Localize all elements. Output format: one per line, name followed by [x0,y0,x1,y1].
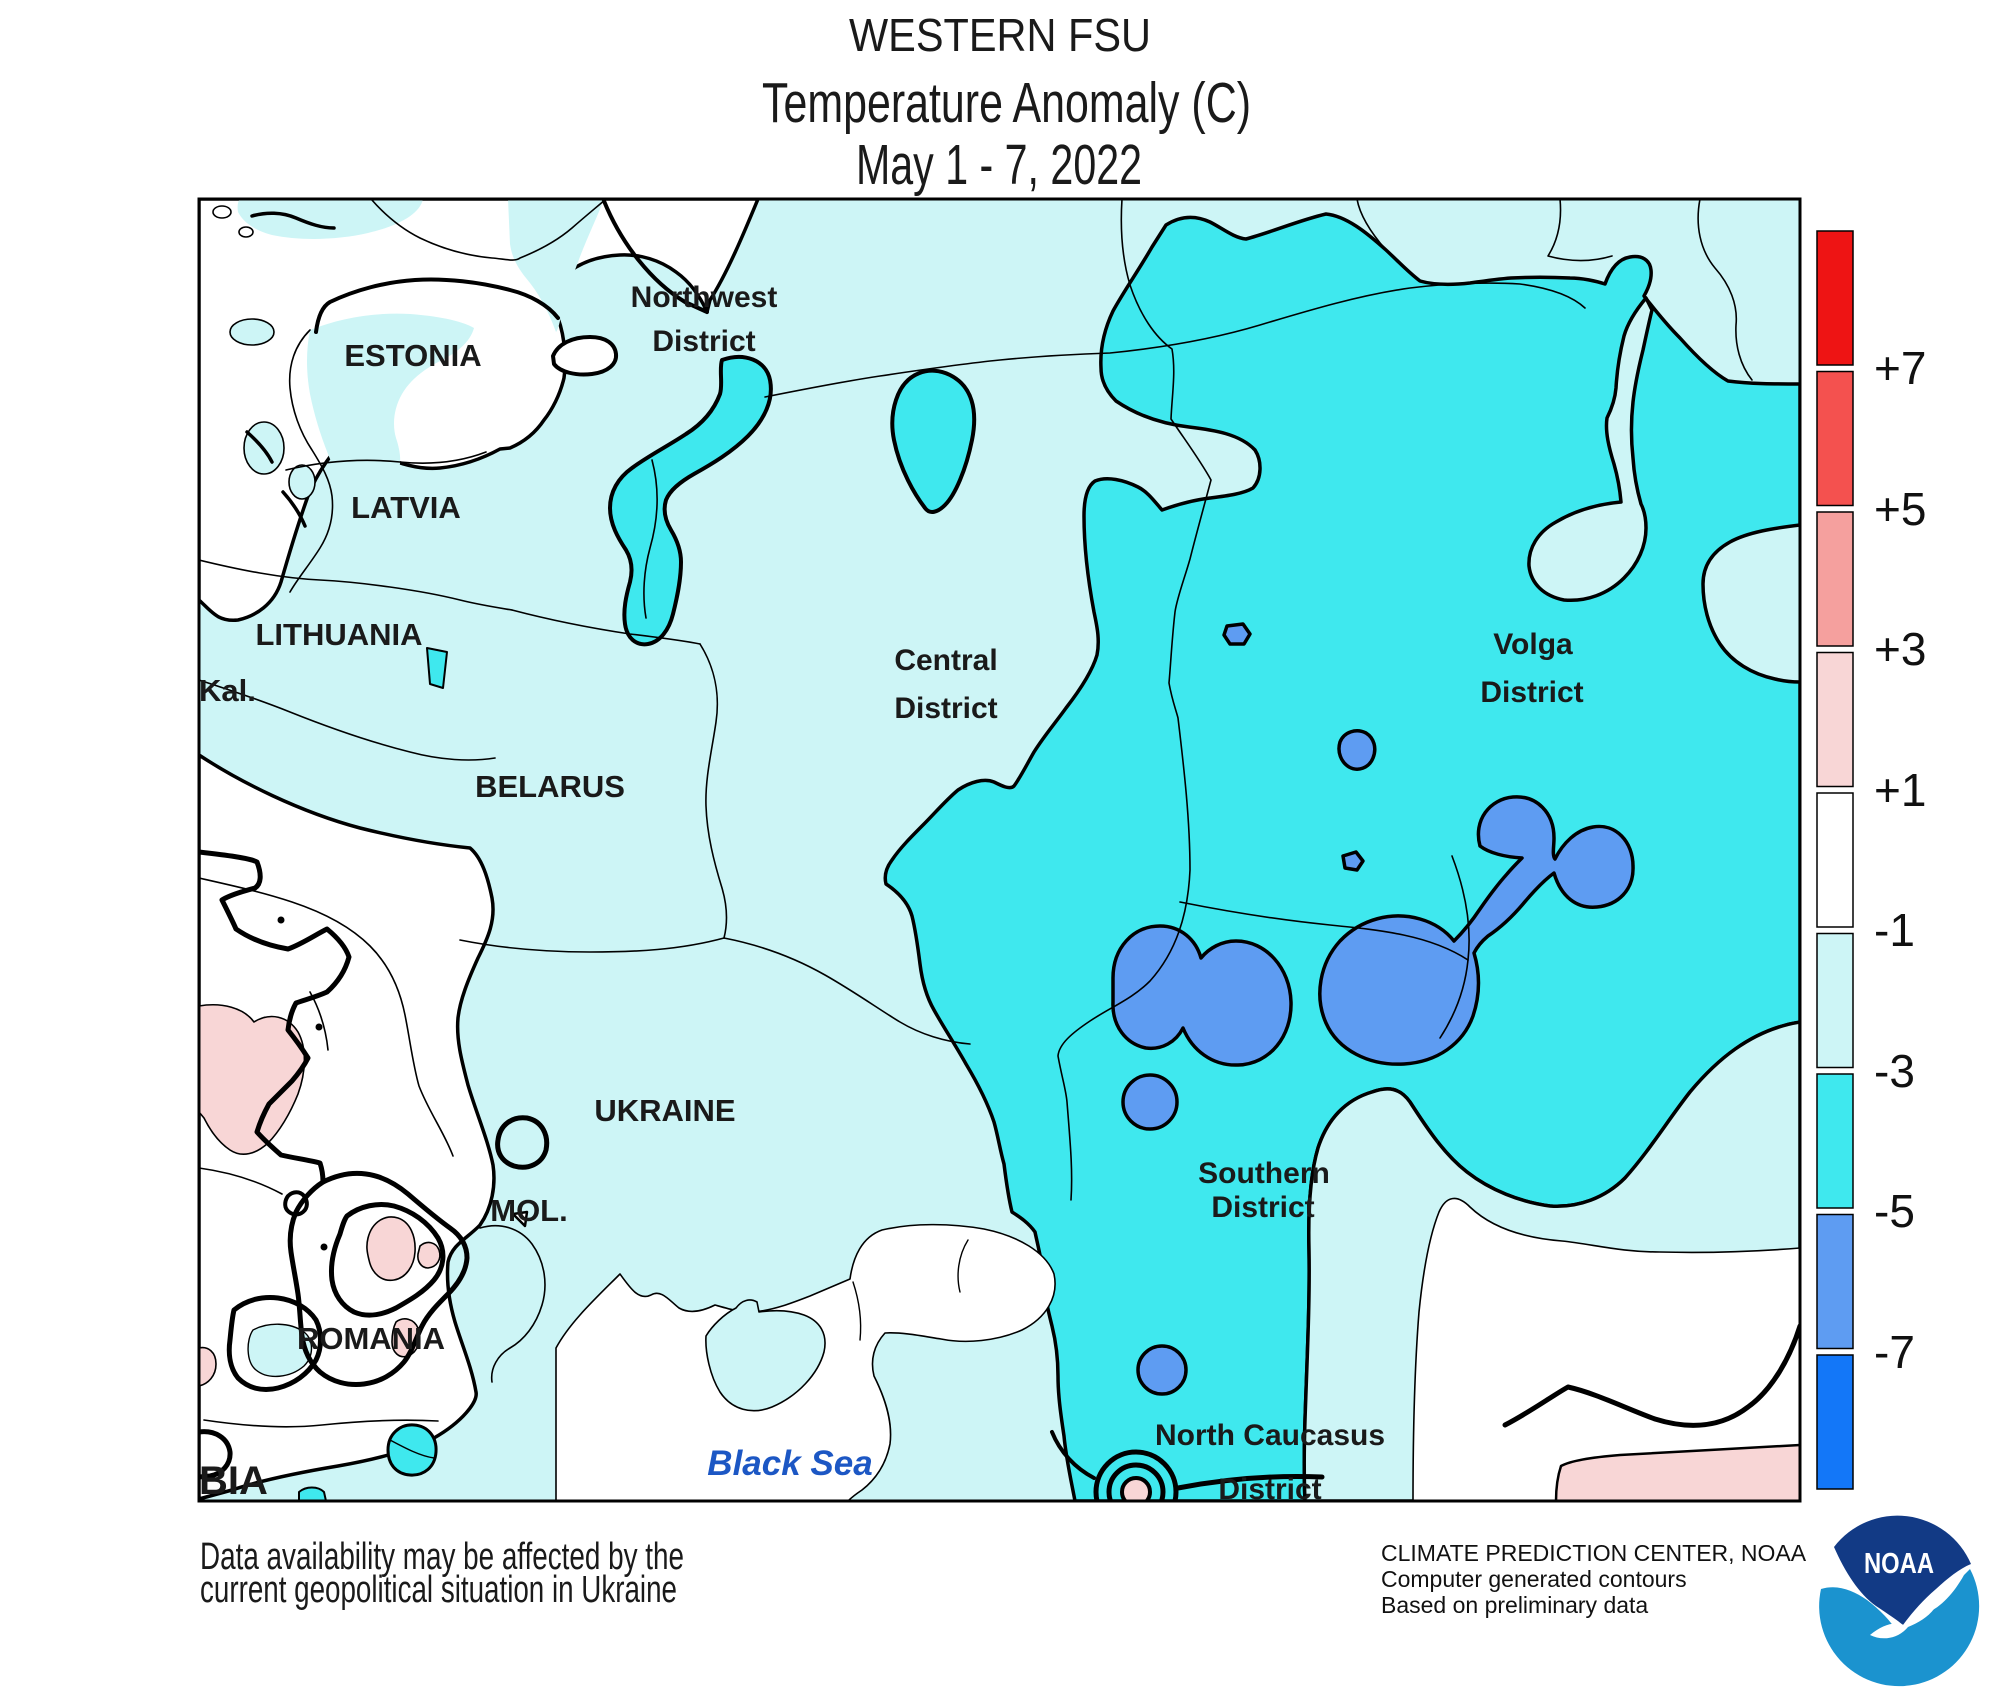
svg-text:Central: Central [894,644,997,677]
svg-text:BELARUS: BELARUS [475,769,625,804]
svg-text:+7: +7 [1874,342,1926,394]
svg-text:+1: +1 [1874,764,1926,816]
svg-text:District: District [894,692,997,725]
svg-text:ROMANIA: ROMANIA [297,1321,445,1356]
svg-text:MOL.: MOL. [490,1193,568,1228]
svg-text:-1: -1 [1874,904,1915,956]
svg-text:+3: +3 [1874,623,1926,675]
svg-text:BIA: BIA [199,1459,268,1503]
svg-text:Northwest: Northwest [631,281,778,314]
svg-text:District: District [1211,1191,1314,1224]
svg-text:District: District [1480,676,1583,709]
svg-text:Temperature Anomaly (C): Temperature Anomaly (C) [762,71,1251,135]
svg-text:District: District [652,325,755,358]
svg-text:UKRAINE: UKRAINE [594,1093,735,1128]
svg-text:-3: -3 [1874,1045,1915,1097]
svg-text:current geopolitical situation: current geopolitical situation in Ukrain… [200,1569,677,1611]
svg-text:ESTONIA: ESTONIA [344,338,481,373]
svg-text:Black Sea: Black Sea [707,1444,872,1483]
svg-text:Volga: Volga [1493,628,1573,661]
svg-text:+5: +5 [1874,483,1926,535]
svg-text:Kal.: Kal. [199,673,256,708]
svg-text:-5: -5 [1874,1185,1915,1237]
svg-text:NOAA: NOAA [1864,1548,1934,1580]
svg-text:LATVIA: LATVIA [351,490,461,525]
svg-text:Southern: Southern [1198,1157,1330,1190]
svg-text:-7: -7 [1874,1326,1915,1378]
svg-text:North Caucasus: North Caucasus [1155,1419,1385,1452]
svg-text:District: District [1218,1473,1321,1506]
svg-text:WESTERN FSU: WESTERN FSU [849,9,1151,61]
svg-text:LITHUANIA: LITHUANIA [255,617,422,652]
svg-text:May 1 - 7, 2022: May 1 - 7, 2022 [856,133,1142,197]
svg-text:Data availability may be affec: Data availability may be affected by the [200,1536,684,1578]
